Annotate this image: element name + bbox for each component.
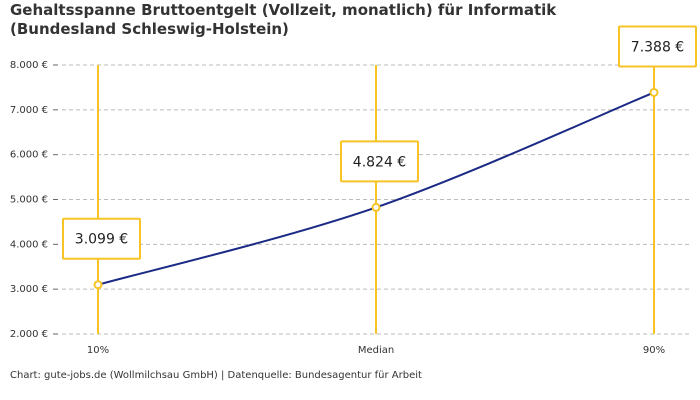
value-label-box: [618, 25, 697, 68]
source-note: Chart: gute-jobs.de (Wollmilchsau GmbH) …: [10, 370, 422, 381]
point: [371, 202, 381, 212]
x-tick-label: Median: [358, 345, 394, 356]
value-label: 3.099 €: [75, 232, 128, 248]
value-label-box: [62, 217, 141, 260]
value-label-box: [340, 140, 419, 183]
point: [93, 280, 103, 290]
y-tick-label: 4.000 €: [10, 239, 48, 250]
x-tick-label: 90%: [643, 345, 665, 356]
y-tick-label: 7.000 €: [10, 105, 48, 116]
chart-title: Gehaltsspanne Bruttoentgelt (Vollzeit, m…: [10, 1, 557, 38]
y-tick-label: 8.000 €: [10, 60, 48, 71]
y-tick-label: 5.000 €: [10, 195, 48, 206]
point: [649, 87, 659, 97]
value-label: 7.388 €: [631, 39, 684, 55]
value-label: 4.824 €: [353, 154, 406, 170]
x-tick-label: 10%: [87, 345, 109, 356]
y-tick-label: 3.000 €: [10, 284, 48, 295]
y-tick-label: 2.000 €: [10, 329, 48, 340]
y-tick-label: 6.000 €: [10, 150, 48, 161]
